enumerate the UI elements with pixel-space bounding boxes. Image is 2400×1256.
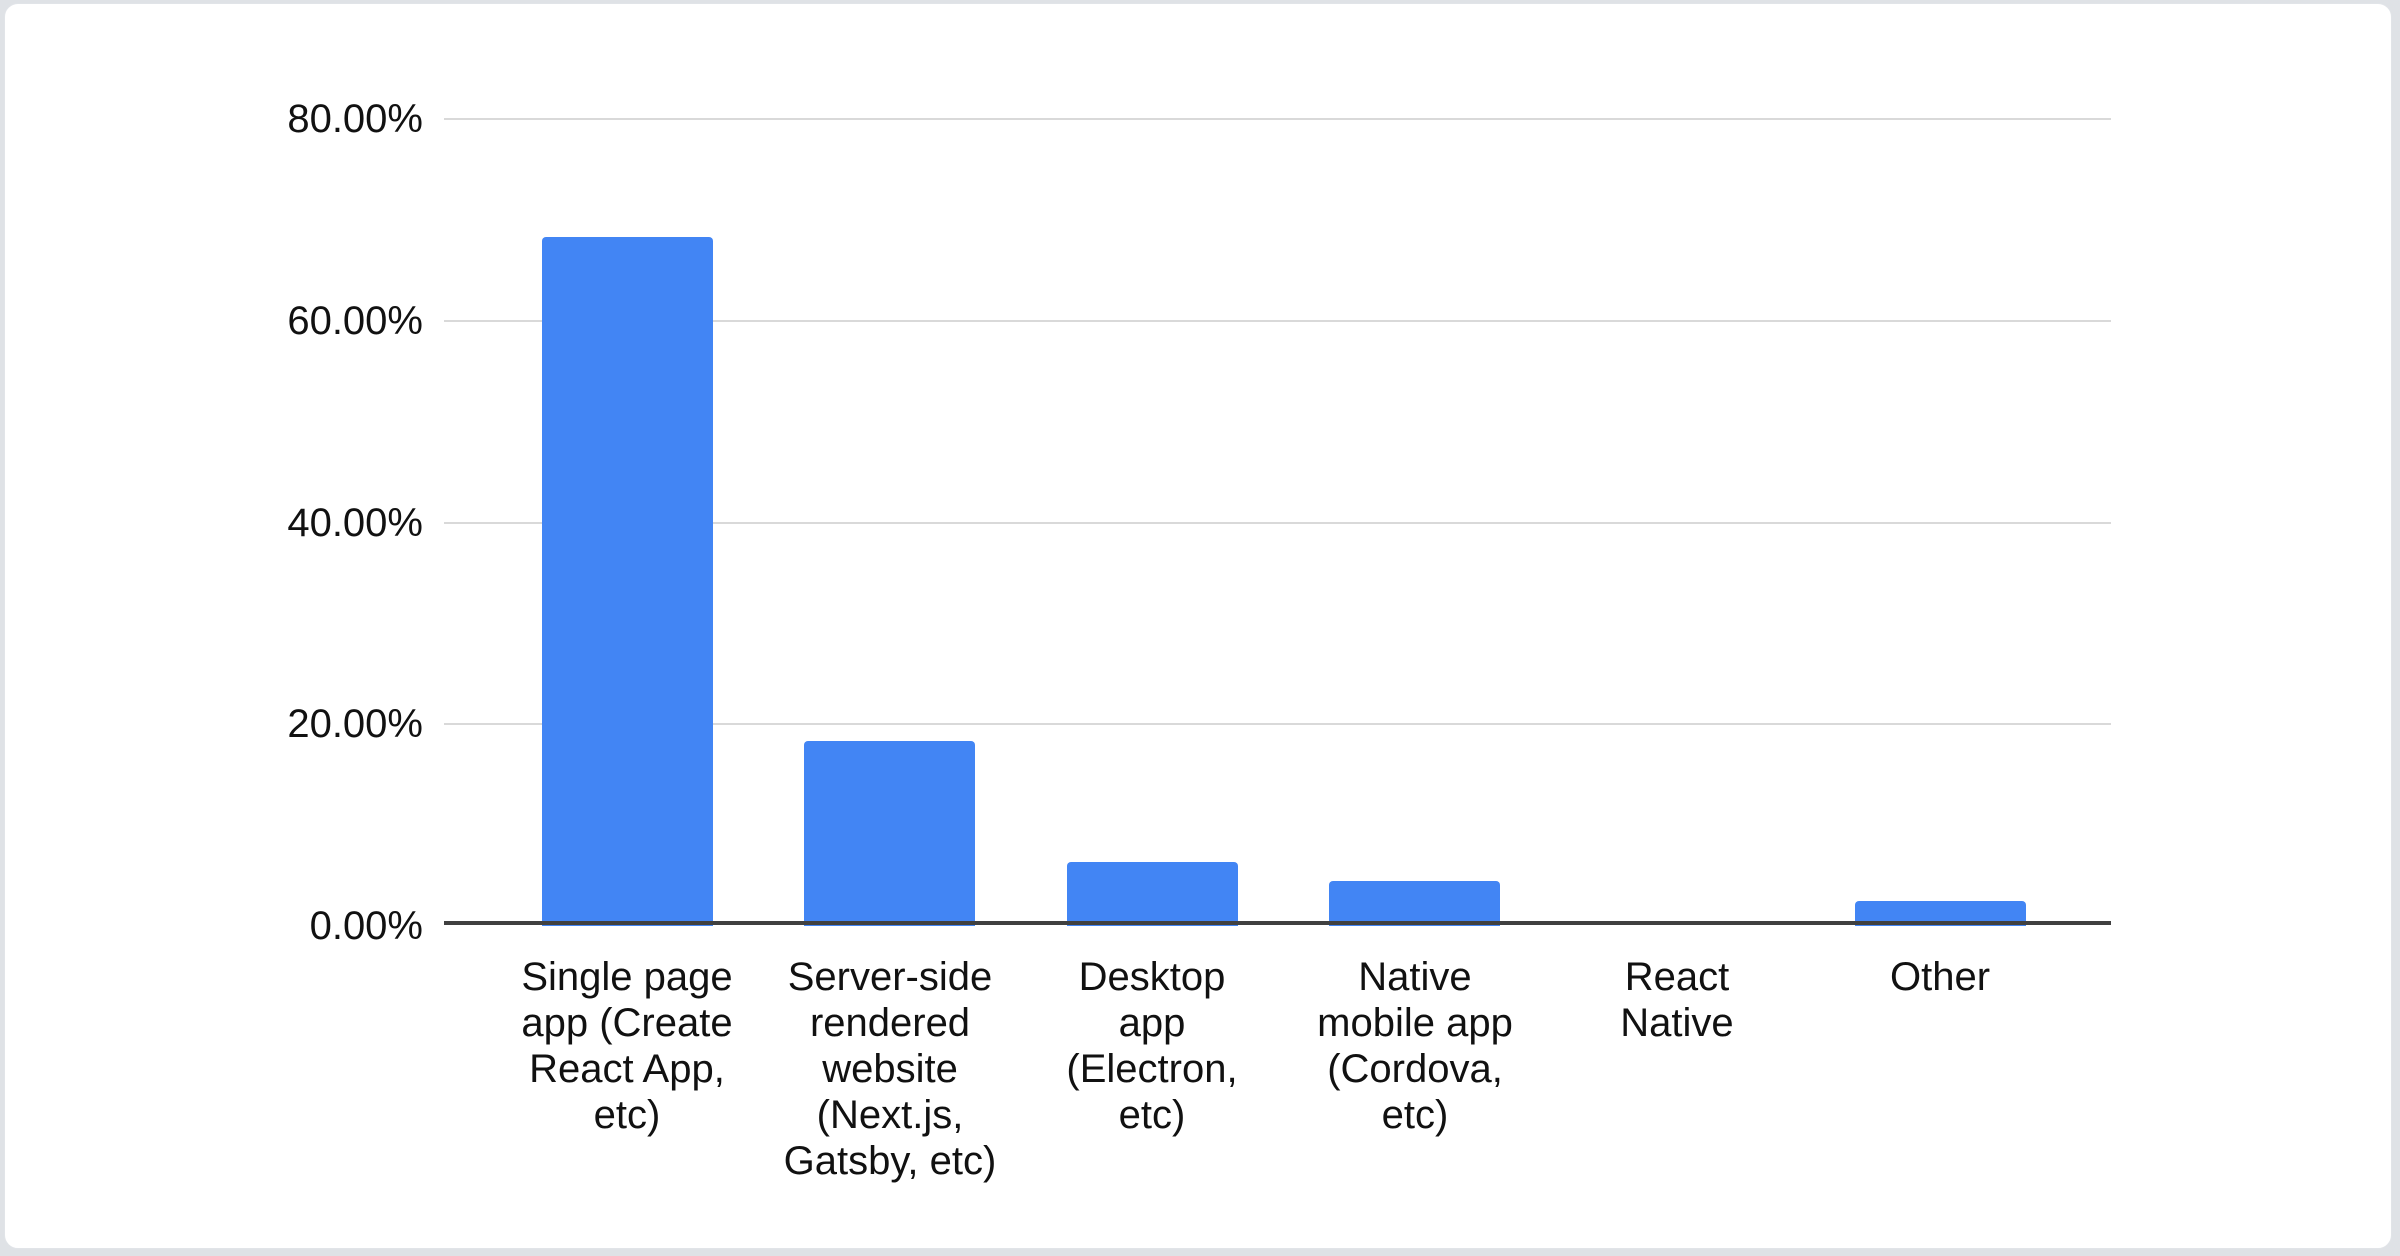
x-category-label-other: Other (1889, 955, 1991, 999)
bar-desktop-app-electron-etc[interactable] (1067, 862, 1238, 926)
y-tick-label: 20.00% (287, 702, 423, 747)
chart-card: 0.00% 20.00% 40.00% 60.00% 80.00% Single pag… (4, 3, 2392, 1249)
bar-chart: 0.00% 20.00% 40.00% 60.00% 80.00% Single pag… (5, 4, 2391, 1248)
y-gridline (444, 521, 2111, 524)
x-category-label-server-side-rendered-website-next-js-gat: Server-side rendered website (Next.js, G… (783, 955, 997, 1183)
x-category-label-desktop-app-electron-etc: Desktop app (Electron, etc) (1066, 955, 1238, 1137)
y-gridline (444, 723, 2111, 726)
y-gridline (444, 319, 2111, 322)
bar-native-mobile-app-cordova-etc[interactable] (1329, 881, 1500, 926)
x-axis-line (444, 921, 2111, 925)
x-category-label-native-mobile-app-cordova-etc: Native mobile app (Cordova, etc) (1317, 955, 1513, 1137)
y-tick-label: 80.00% (287, 97, 423, 141)
y-tick-label: 60.00% (287, 298, 423, 343)
bar-server-side-rendered-website-next-js-gat[interactable] (804, 741, 975, 926)
bar-single-page-app-create-react-app-etc[interactable] (542, 237, 713, 926)
x-category-label-single-page-app-create-react-app-etc: Single page app (Create React App, etc) (521, 955, 733, 1137)
x-category-label-react-native: React Native (1620, 955, 1734, 1045)
y-gridline (444, 118, 2111, 120)
y-tick-label: 40.00% (287, 500, 423, 545)
y-tick-label: 0.00% (309, 904, 423, 948)
